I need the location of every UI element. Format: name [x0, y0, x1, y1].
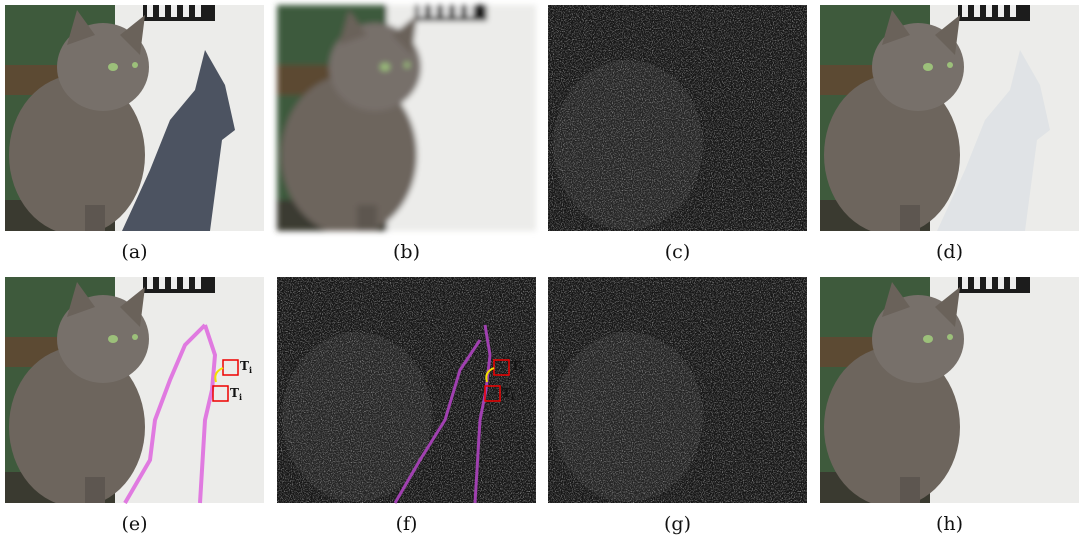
panel-g: [548, 277, 807, 503]
caption: (d): [936, 241, 963, 263]
panel-f: [277, 277, 536, 503]
panel-d: [820, 5, 1079, 235]
label-sub: i: [520, 365, 523, 375]
label-sub: i: [249, 365, 252, 375]
caption: (e): [121, 513, 147, 535]
panel-c: [548, 5, 807, 231]
caption: (c): [665, 241, 690, 263]
panel-b: [277, 5, 536, 235]
panel-h: [820, 277, 1079, 507]
label-main: T: [511, 359, 520, 373]
figure: (a)(b)(c)(d)(e)TiTi(f)TiTi(g)(h): [0, 0, 1079, 539]
label-main: T: [502, 386, 511, 400]
caption: (b): [393, 241, 420, 263]
panel-e: [5, 277, 264, 507]
label-main: T: [230, 386, 239, 400]
panel-a: [5, 5, 264, 235]
label-sub: i: [511, 392, 514, 402]
caption: (h): [936, 513, 963, 535]
label-sub: i: [239, 392, 242, 402]
label-main: T: [240, 359, 249, 373]
caption: (a): [121, 241, 147, 263]
caption: (f): [396, 513, 418, 535]
caption: (g): [664, 513, 691, 535]
